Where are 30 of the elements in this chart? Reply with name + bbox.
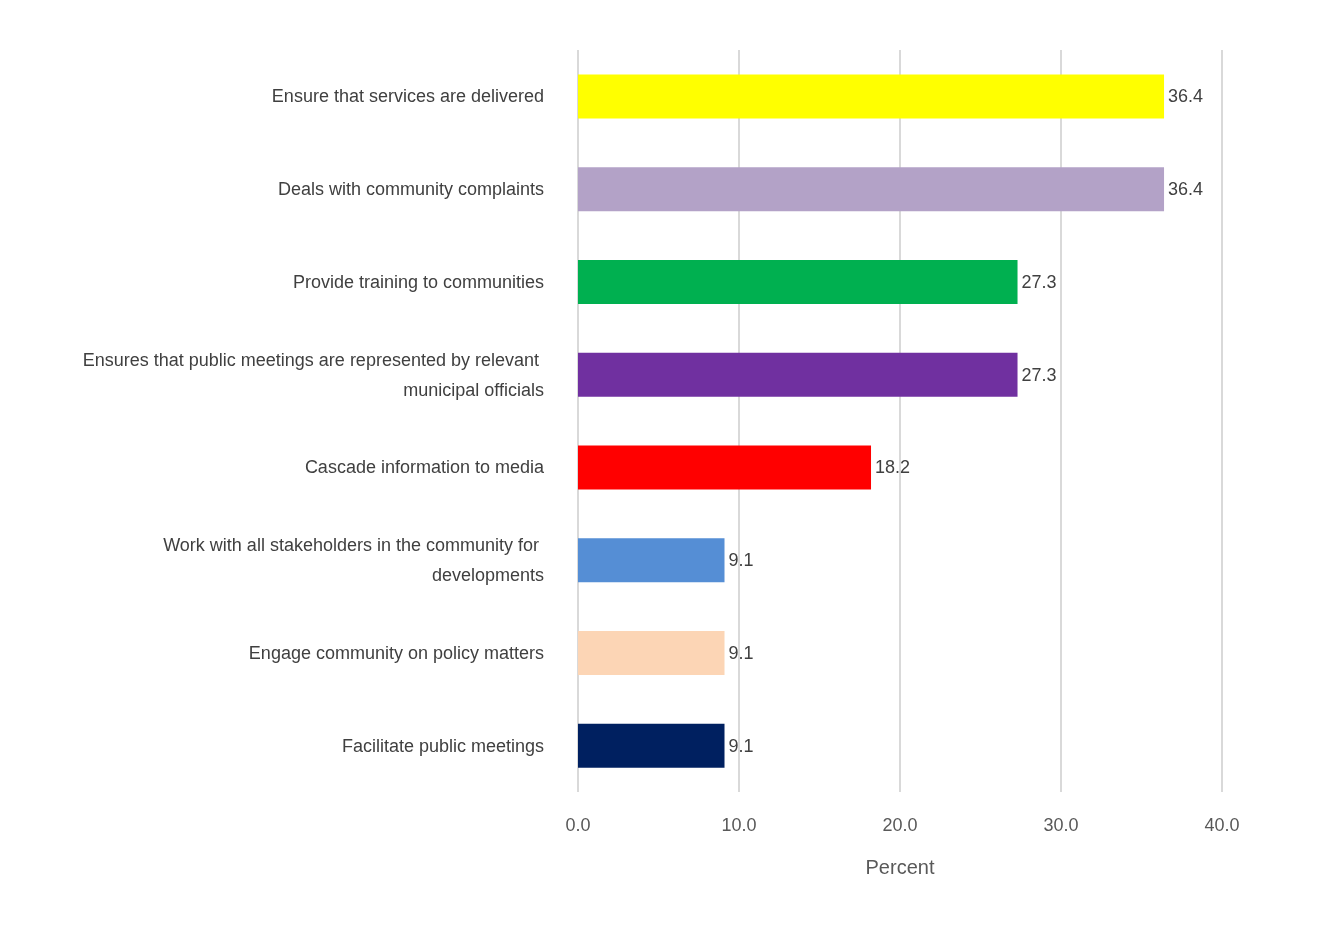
x-tick-label: 20.0 (882, 815, 918, 835)
bar (578, 538, 725, 583)
bar (578, 352, 1018, 397)
x-tick-label: 10.0 (721, 815, 757, 835)
data-label: 9.1 (728, 735, 754, 756)
bar (578, 167, 1165, 212)
bar (578, 259, 1018, 304)
y-tick-label: Cascade information to media (304, 457, 545, 478)
bar (578, 723, 725, 768)
x-tick-label: 30.0 (1043, 815, 1079, 835)
bar (578, 445, 872, 490)
y-tick-label: Ensures that public meetings are represented by relevant municipal officials (82, 349, 544, 400)
data-label: 9.1 (728, 642, 754, 663)
y-tick-label: Deals with community complaints (277, 179, 544, 200)
bar (578, 74, 1165, 119)
x-tick-label: 0.0 (565, 815, 591, 835)
y-tick-label: Ensure that services are delivered (271, 86, 544, 107)
x-axis-title: Percent (865, 856, 935, 878)
data-label: 9.1 (728, 550, 754, 571)
y-tick-label: Work with all stakeholders in the community for developments (163, 535, 544, 586)
data-label: 27.3 (1021, 364, 1057, 385)
x-tick-label: 40.0 (1204, 815, 1240, 835)
data-label: 36.4 (1168, 179, 1204, 200)
data-label: 36.4 (1168, 86, 1204, 107)
y-tick-label: Facilitate public meetings (341, 735, 544, 756)
y-tick-label: Provide training to communities (292, 271, 544, 292)
y-tick-label: Engage community on policy matters (248, 642, 544, 663)
data-label: 27.3 (1021, 271, 1057, 292)
bar (578, 630, 725, 675)
data-label: 18.2 (875, 457, 911, 478)
